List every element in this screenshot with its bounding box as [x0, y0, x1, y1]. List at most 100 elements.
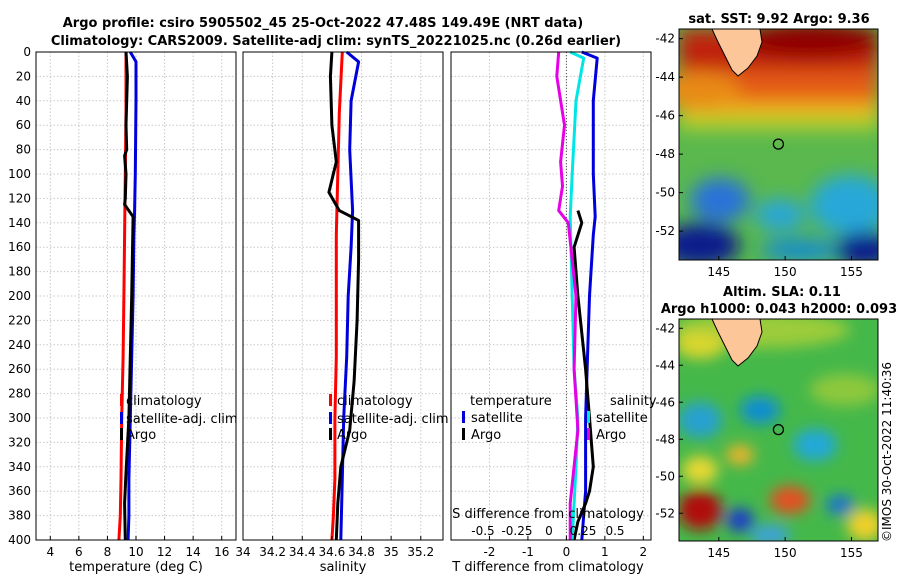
- legend-label-sal-satellite: satellite: [596, 411, 648, 426]
- legend-label-satellite: satellite-adj. clim: [126, 412, 238, 427]
- sst-blue-patch: [690, 178, 750, 222]
- legend-swatch-sal-satellite: [587, 411, 590, 423]
- legend-label-satellite: satellite-adj. clim: [337, 412, 449, 427]
- imos-watermark: ©IMOS 30-Oct-2022 11:40:36: [880, 362, 894, 542]
- legend-label-sal-argo: Argo: [596, 428, 626, 443]
- y-tick-label: 120: [8, 191, 31, 205]
- legend-swatch-argo: [329, 428, 332, 440]
- temperature-legend: climatology satellite-adj. clim Argo: [120, 394, 238, 443]
- map-x-tick-label: 150: [774, 546, 797, 560]
- y-tick-label: 380: [8, 509, 31, 523]
- legend-swatch-satellite: [329, 412, 332, 424]
- sst-map-title: sat. SST: 9.92 Argo: 9.36: [688, 12, 869, 27]
- y-tick-label: 400: [8, 533, 31, 547]
- map-y-tick-label: -46: [655, 395, 675, 409]
- sla-map: 145 150 155 -42 -44 -46 -48 -50 -52: [655, 318, 879, 560]
- x-tick-label: 35.2: [407, 545, 434, 559]
- sla-map-title: Altim. SLA: 0.11: [723, 285, 841, 300]
- map-y-tick-label: -52: [655, 506, 675, 520]
- difference-xlabel: T difference from climatology: [451, 560, 644, 575]
- series-line-climatology: [330, 51, 344, 541]
- legend-label-argo: Argo: [337, 428, 367, 443]
- salinity-panel: 34 34.2 34.4 34.6 34.8 35 35.2 salinity climat…: [235, 50, 449, 575]
- sst-cyan-patch: [810, 175, 878, 235]
- difference-panel: -2 -1 0 1 2 T difference from climatology S …: [450, 50, 657, 575]
- y-tick-label: 260: [8, 362, 31, 376]
- legend-swatch-climatology: [329, 394, 332, 406]
- map-y-tick-label: -46: [655, 109, 675, 123]
- title-line-2: Climatology: CARS2009. Satellite-adj cli…: [51, 34, 621, 49]
- sla-light-patch: [810, 374, 878, 406]
- top-tick-label: -0.5: [471, 524, 494, 538]
- map-y-tick-label: -52: [655, 224, 675, 238]
- title-line-1: Argo profile: csiro 5905502_45 25-Oct-20…: [63, 16, 584, 31]
- sst-hot-patch: [740, 29, 878, 58]
- sla-map-frame: [678, 318, 879, 542]
- y-tick-label: 80: [16, 143, 31, 157]
- top-tick-label: 0.25: [570, 524, 597, 538]
- series-line-temperature-satellite: [580, 50, 599, 541]
- sla-high-patch: [770, 486, 810, 514]
- y-tick-label: 320: [8, 435, 31, 449]
- x-tick-label: 34: [235, 545, 250, 559]
- sla-low-patch: [826, 495, 854, 515]
- sst-map-frame: [678, 28, 879, 261]
- sst-yellow-band: [679, 100, 878, 118]
- x-tick-label: 1: [601, 545, 609, 559]
- difference-axes-frame: [450, 51, 652, 541]
- difference-top-label: S difference from climatology: [452, 507, 644, 522]
- legend-swatch-temp-satellite: [462, 411, 465, 423]
- y-tick-label: 280: [8, 387, 31, 401]
- series-line-salinity-satellite: [568, 50, 586, 541]
- x-tick-label: 34.4: [289, 545, 316, 559]
- sla-low-patch: [750, 525, 790, 541]
- y-tick-label: 360: [8, 484, 31, 498]
- y-tick-label: 180: [8, 265, 31, 279]
- map-y-tick-label: -50: [655, 186, 675, 200]
- x-tick-label: 10: [128, 545, 143, 559]
- map-x-tick-label: 155: [840, 265, 863, 279]
- sst-lime-band: [679, 114, 878, 130]
- series-line-salinity-argo: [555, 51, 580, 540]
- legend-swatch-satellite: [120, 412, 123, 424]
- series-line-argo: [123, 51, 135, 541]
- sst-field: [679, 29, 878, 260]
- y-tick-label: 300: [8, 411, 31, 425]
- map-x-tick-label: 145: [707, 265, 730, 279]
- legend-label-climatology: climatology: [126, 394, 202, 409]
- sla-yellow-patch: [679, 331, 725, 359]
- sst-cold-patch: [679, 223, 740, 260]
- legend-swatch-temp-argo: [462, 428, 465, 440]
- sst-cyan-patch: [755, 199, 805, 231]
- y-tick-label: 200: [8, 289, 31, 303]
- sst-tasmania-land: [711, 29, 763, 77]
- x-tick-label: 16: [214, 545, 229, 559]
- sla-tasmania-land: [711, 319, 763, 367]
- sst-blue-band: [760, 238, 840, 260]
- difference-legend: temperature satellite Argo salinity sate…: [462, 394, 657, 443]
- sla-low-patch: [726, 508, 754, 532]
- legend-label-temp-satellite: satellite: [471, 411, 523, 426]
- legend-label-climatology: climatology: [337, 394, 413, 409]
- x-tick-label: -1: [522, 545, 534, 559]
- sla-high-patch: [847, 509, 878, 541]
- argo-float-marker: [772, 138, 785, 150]
- y-tick-label: 340: [8, 460, 31, 474]
- y-tick-label: 220: [8, 313, 31, 327]
- x-tick-label: -2: [483, 545, 495, 559]
- map-y-tick-label: -44: [655, 70, 675, 84]
- top-tick-label: 0: [545, 524, 553, 538]
- top-tick-label: 0.5: [605, 524, 624, 538]
- sst-orange-patch: [679, 72, 740, 108]
- x-tick-label: 35: [384, 545, 399, 559]
- map-y-tick-label: -48: [655, 432, 675, 446]
- map-y-tick-label: -42: [655, 321, 675, 335]
- salinity-legend: climatology satellite-adj. clim Argo: [329, 394, 449, 443]
- sst-cold-patch: [835, 232, 878, 260]
- x-tick-label: 34.2: [259, 545, 286, 559]
- x-tick-label: 2: [639, 545, 647, 559]
- argo-float-marker: [772, 423, 785, 436]
- sla-low-patch: [793, 429, 837, 461]
- x-tick-label: 6: [75, 545, 83, 559]
